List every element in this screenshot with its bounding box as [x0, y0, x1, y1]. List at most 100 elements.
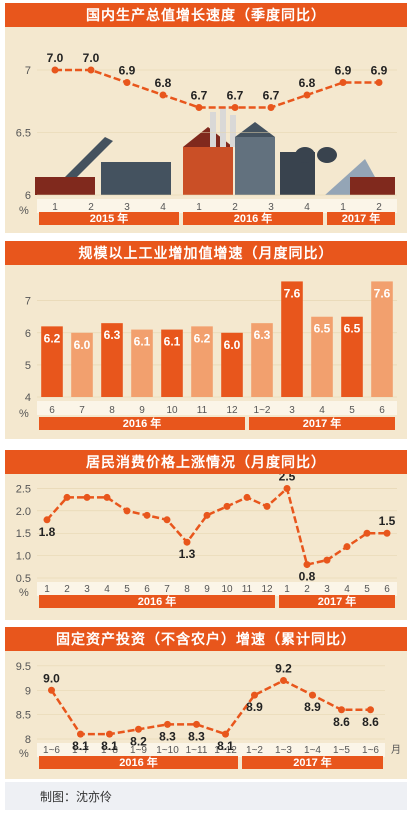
x-tick-label: 1: [44, 584, 50, 595]
x-tick-label: 4: [344, 584, 350, 595]
bar-value-label: 6.0: [224, 338, 241, 352]
data-point: [251, 691, 258, 699]
x-tick-label: 9: [139, 405, 145, 416]
data-point: [43, 516, 51, 524]
data-point: [263, 502, 271, 510]
data-value-label: 1.8: [39, 525, 56, 539]
year-group-label: 2016 年: [119, 755, 158, 769]
y-tick-label: 6: [25, 328, 31, 340]
x-tick-label: 6: [379, 405, 385, 416]
data-point: [195, 104, 203, 111]
year-group-label: 2015 年: [90, 211, 129, 225]
industry-panel: 规模以上工业增加值增速（月度同比） 4 5 6 7% 6 7 8 9 10 11 12 1~2 3 4 5 6…: [5, 241, 407, 439]
year-group-bar: [39, 212, 179, 225]
data-point: [283, 484, 291, 492]
x-tick-label: 4: [104, 584, 110, 595]
data-value-label: 9.0: [43, 671, 60, 685]
x-tick-label: 1~5: [333, 745, 350, 756]
x-tick-label: 4: [319, 405, 325, 416]
data-value-label: 6.9: [335, 64, 352, 78]
bar-value-label: 6.1: [164, 335, 181, 349]
x-tick-label: 1~9: [130, 745, 147, 756]
data-point: [143, 511, 151, 519]
x-tick-label: 3: [84, 584, 90, 595]
bar: [101, 323, 123, 397]
data-point: [338, 706, 345, 714]
bar-value-label: 6.2: [194, 331, 211, 345]
year-group-bar: [39, 595, 275, 608]
data-point: [267, 104, 275, 111]
y-tick-label: 6.5: [16, 128, 31, 140]
x-tick-label: 2: [64, 584, 70, 595]
y-tick-label: 0.5: [16, 573, 31, 585]
bar-value-label: 6.0: [74, 338, 91, 352]
bar-value-label: 6.1: [134, 335, 151, 349]
x-tick-label: 3: [324, 584, 330, 595]
data-point: [51, 66, 59, 74]
y-axis-unit: %: [19, 205, 29, 217]
x-tick-label: 10: [166, 405, 178, 416]
bar: [281, 281, 303, 397]
bar: [131, 329, 153, 397]
data-value-label: 9.2: [275, 662, 292, 676]
category-band: [37, 743, 385, 757]
data-value-label: 8.1: [101, 739, 118, 753]
x-tick-label: 2: [304, 584, 310, 595]
year-group-bar: [249, 417, 395, 430]
x-tick-label: 2: [232, 202, 238, 213]
x-tick-label: 1~2: [254, 405, 271, 416]
data-point: [106, 730, 113, 738]
bar-value-label: 6.5: [344, 322, 361, 336]
bar-value-label: 6.2: [44, 331, 61, 345]
year-group-bar: [39, 417, 245, 430]
bar: [71, 332, 93, 397]
y-axis-unit: %: [19, 408, 29, 420]
x-tick-label: 3: [124, 202, 130, 213]
data-point: [159, 91, 167, 99]
bar: [311, 316, 333, 397]
data-point: [383, 529, 391, 537]
bar: [161, 329, 183, 397]
series-line: [55, 68, 379, 109]
x-tick-label: 5: [349, 405, 355, 416]
data-point: [87, 66, 95, 74]
y-tick-label: 6: [25, 190, 31, 202]
data-point: [123, 79, 131, 86]
x-tick-label: 1: [284, 584, 290, 595]
bar-value-label: 7.6: [284, 286, 301, 300]
year-group-bar: [39, 756, 238, 769]
data-point: [223, 502, 231, 510]
y-tick-label: 8: [25, 734, 31, 746]
x-axis-unit: 月: [391, 744, 401, 756]
data-point: [48, 686, 55, 694]
year-group-label: 2016 年: [234, 211, 273, 225]
y-tick-label: 2.0: [16, 506, 31, 518]
y-tick-label: 7: [25, 296, 31, 308]
x-tick-label: 2: [88, 202, 94, 213]
bar-value-label: 6.5: [314, 322, 331, 336]
year-group-label: 2017 年: [303, 416, 342, 430]
data-point: [375, 79, 383, 86]
category-band: [37, 199, 397, 213]
y-tick-label: 8.5: [16, 710, 31, 722]
data-point: [193, 720, 200, 728]
data-value-label: 1.5: [379, 514, 396, 528]
data-point: [303, 91, 311, 99]
cpi-panel: 居民消费价格上涨情况（月度同比） 0.5 1.0 1.5 2.0 2.5% 1 2 3 4 5 6 7…: [5, 450, 407, 620]
x-tick-label: 3: [268, 202, 274, 213]
y-axis-unit: %: [19, 587, 29, 599]
y-tick-label: 5: [25, 360, 31, 372]
x-tick-label: 10: [221, 584, 233, 595]
industry-bar-chart: 4 5 6 7% 6 7 8 9 10 11 12 1~2 3 4 5 6 2016 年 2017 年 6.2 6.0…: [19, 281, 397, 430]
x-tick-label: 5: [364, 584, 370, 595]
x-tick-label: 1~8: [101, 745, 118, 756]
bar: [191, 326, 213, 397]
data-value-label: 8.6: [362, 715, 379, 729]
data-value-label: 1.3: [179, 547, 196, 561]
data-point: [123, 507, 131, 515]
series-line: [50, 679, 371, 736]
x-tick-label: 11: [242, 584, 253, 595]
x-tick-label: 1~3: [275, 745, 292, 756]
data-point: [323, 556, 331, 564]
